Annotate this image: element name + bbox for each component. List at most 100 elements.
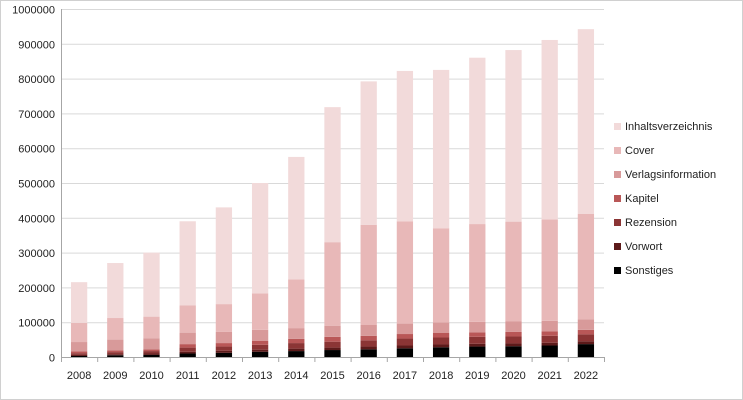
legend-label: Sonstiges: [625, 265, 674, 277]
legend-label: Cover: [625, 145, 655, 157]
bar-segment-kapitel: [179, 344, 196, 348]
bar-segment-cover: [288, 279, 305, 329]
bar-segment-vorwort: [360, 346, 377, 350]
bar-segment-inhaltsverzeichnis: [469, 57, 486, 225]
bar-segment-cover: [432, 228, 450, 323]
bar-segment-rezension: [179, 347, 196, 352]
bar-segment-vorwort: [215, 350, 233, 353]
bar-segment-vorwort: [143, 353, 160, 355]
y-tick-label: 400000: [18, 213, 55, 225]
bar-segment-cover: [577, 213, 595, 320]
bar-segment-vorwort: [577, 341, 595, 345]
bar-segment-verlagsinformation: [432, 322, 450, 333]
bar-segment-sonstiges: [324, 350, 341, 357]
bar-segment-kapitel: [396, 334, 414, 339]
legend-label: Rezension: [625, 217, 677, 229]
bar-segment-cover: [215, 304, 233, 332]
bar-segment-rezension: [288, 343, 305, 349]
legend-label: Inhaltsverzeichnis: [625, 121, 713, 133]
bar-segment-vorwort: [288, 348, 305, 352]
bar-segment-sonstiges: [215, 352, 233, 357]
bar-segment-sonstiges: [179, 353, 196, 357]
x-tick-label: 2013: [248, 370, 272, 382]
bar-segment-inhaltsverzeichnis: [143, 252, 160, 317]
bar-segment-verlagsinformation: [251, 329, 269, 341]
x-tick-label: 2015: [320, 370, 344, 382]
bar-segment-sonstiges: [469, 346, 486, 357]
bar-segment-sonstiges: [396, 348, 414, 357]
bar-segment-verlagsinformation: [215, 331, 233, 344]
bar-segment-rezension: [70, 353, 88, 355]
bar-segment-kapitel: [70, 351, 88, 354]
y-tick-label: 200000: [18, 283, 55, 295]
bar-segment-kapitel: [469, 332, 486, 337]
bar-segment-rezension: [469, 336, 486, 344]
y-tick-label: 800000: [18, 74, 55, 86]
bar-segment-cover: [107, 318, 124, 340]
bar-segment-rezension: [396, 338, 414, 346]
bar-segment-kapitel: [432, 332, 450, 338]
bar-segment-cover: [541, 219, 558, 321]
y-tick-label: 500000: [18, 179, 55, 191]
bar-segment-sonstiges: [107, 355, 124, 357]
x-tick-label: 2014: [284, 370, 308, 382]
bar-segment-verlagsinformation: [179, 332, 196, 345]
x-tick-label: 2012: [212, 370, 236, 382]
bar-segment-verlagsinformation: [288, 328, 305, 339]
x-tick-label: 2019: [465, 370, 489, 382]
bar-segment-vorwort: [179, 351, 196, 354]
y-tick-label: 600000: [18, 144, 55, 156]
bar-segment-rezension: [432, 337, 450, 345]
bar-segment-kapitel: [143, 349, 160, 352]
legend-swatch: [614, 123, 621, 130]
bar-segment-inhaltsverzeichnis: [505, 50, 522, 222]
x-tick-label: 2022: [574, 370, 598, 382]
x-tick-label: 2021: [537, 370, 561, 382]
y-tick-label: 0: [49, 353, 55, 365]
bar-segment-verlagsinformation: [505, 321, 522, 332]
bar-segment-inhaltsverzeichnis: [324, 107, 341, 243]
bar-segment-kapitel: [577, 329, 595, 335]
legend-label: Kapitel: [625, 193, 659, 205]
bar-segment-sonstiges: [432, 347, 450, 357]
y-tick-label: 300000: [18, 248, 55, 260]
bar-segment-verlagsinformation: [541, 320, 558, 332]
legend-label: Verlagsinformation: [625, 169, 716, 181]
bar-segment-rezension: [505, 336, 522, 344]
legend-label: Vorwort: [625, 241, 662, 253]
y-axis: 0 100000 200000 300000 400000 500000 600000 700…: [12, 5, 62, 365]
bar-segment-inhaltsverzeichnis: [251, 183, 269, 294]
bar-segment-cover: [251, 293, 269, 330]
legend-swatch: [614, 243, 621, 250]
bar-segment-rezension: [360, 340, 377, 347]
bar-segment-inhaltsverzeichnis: [179, 221, 196, 306]
bar-segment-sonstiges: [360, 349, 377, 357]
y-tick-label: 1000000: [12, 5, 55, 17]
bar-segment-kapitel: [251, 340, 269, 345]
bar-segment-kapitel: [288, 338, 305, 344]
bar-segment-verlagsinformation: [360, 324, 377, 336]
bar-segment-inhaltsverzeichnis: [70, 282, 88, 323]
bar-segment-rezension: [541, 335, 558, 343]
bar-segment-inhaltsverzeichnis: [360, 81, 377, 225]
legend-swatch: [614, 267, 621, 274]
x-tick-label: 2008: [67, 370, 91, 382]
x-tick-label: 2009: [103, 370, 127, 382]
bar-segment-rezension: [577, 334, 595, 342]
bar-segment-inhaltsverzeichnis: [288, 156, 305, 280]
bar-segment-rezension: [215, 346, 233, 351]
x-tick-label: 2016: [356, 370, 380, 382]
legend-swatch: [614, 171, 621, 178]
bar-segment-verlagsinformation: [324, 325, 341, 337]
bar-segment-verlagsinformation: [107, 339, 124, 351]
x-tick-label: 2017: [393, 370, 417, 382]
bar-segment-kapitel: [215, 343, 233, 347]
bar-segment-verlagsinformation: [70, 342, 88, 352]
x-axis: 2008 2009 2010 2011 2012 2013 2014 2015 2016 2017…: [61, 357, 605, 382]
bar-segment-verlagsinformation: [143, 338, 160, 350]
bar-segment-cover: [70, 322, 88, 343]
legend: Inhaltsverzeichnis Cover Verlagsinformatio…: [614, 121, 716, 277]
bar-segment-verlagsinformation: [396, 323, 414, 335]
x-tick-label: 2010: [139, 370, 163, 382]
